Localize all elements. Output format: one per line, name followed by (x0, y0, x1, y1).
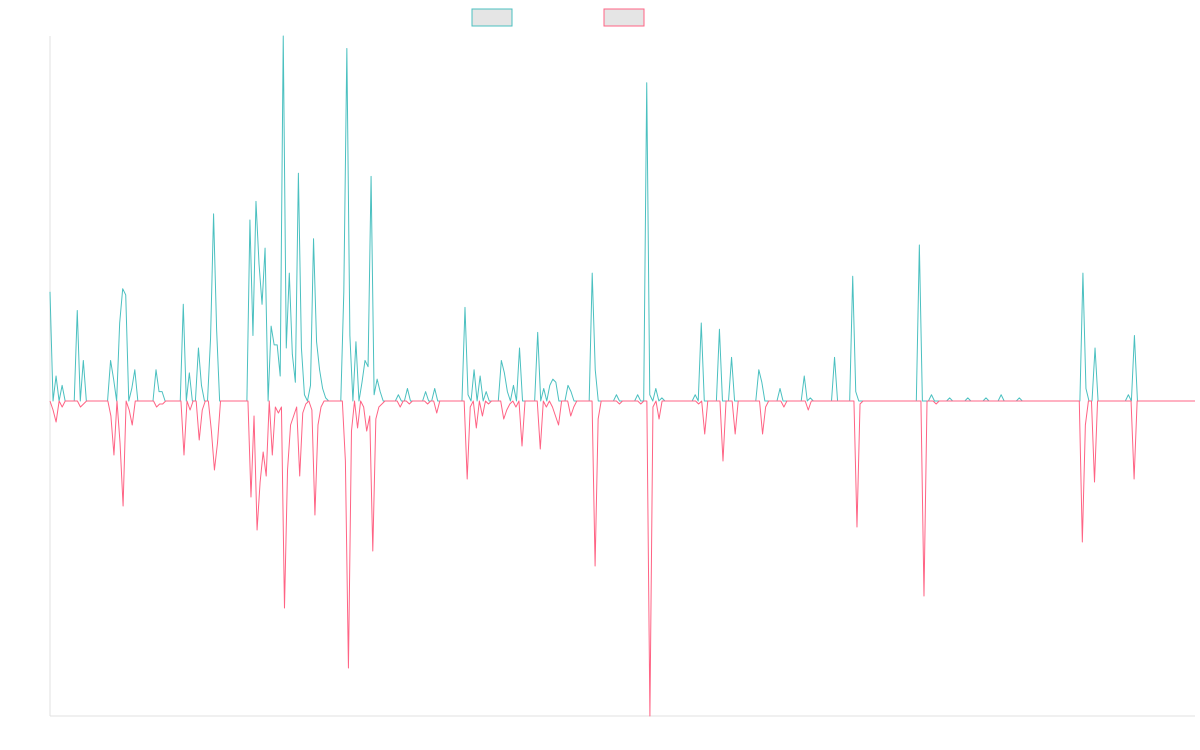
legend[interactable] (471, 8, 645, 27)
series-layer (49, 35, 1195, 717)
legend-swatch-series-2[interactable] (603, 8, 645, 27)
axes (49, 36, 1195, 717)
series-line-2 (49, 400, 1195, 717)
legend-swatch-series-1[interactable] (471, 8, 513, 27)
series-line-1 (49, 35, 1195, 402)
